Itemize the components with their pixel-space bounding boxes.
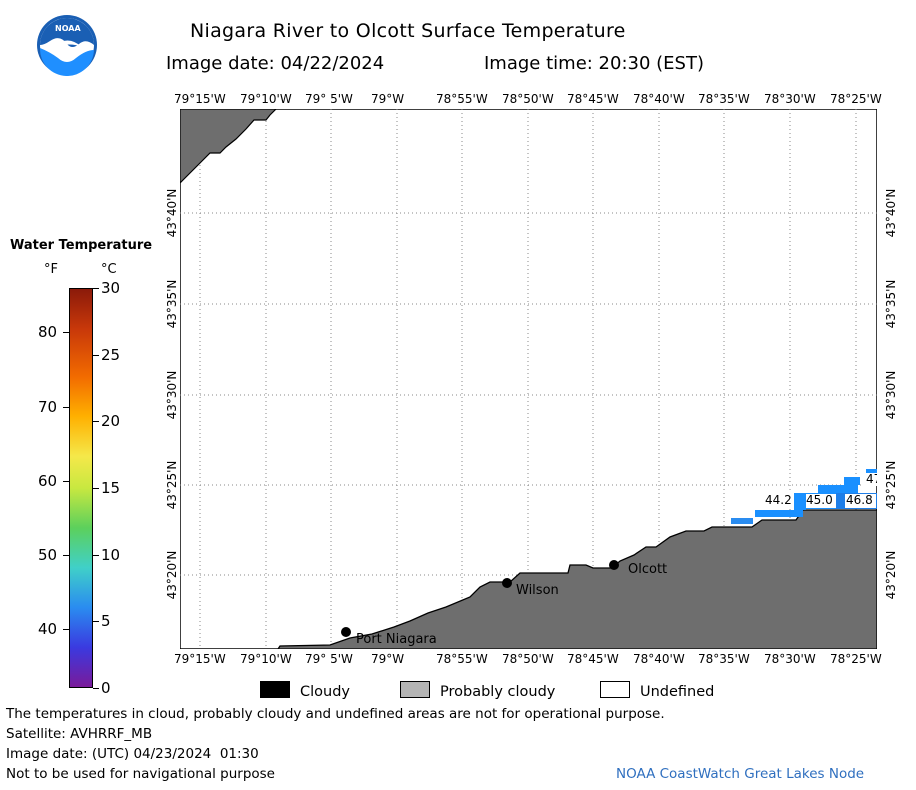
colorbar-title: Water Temperature (10, 238, 153, 253)
lon-tick-top: 78°25'W (830, 92, 882, 106)
lon-tick-bottom: 78°40'W (633, 652, 685, 666)
legend-swatch-undefined (600, 681, 630, 698)
lon-tick-top: 78°40'W (633, 92, 685, 106)
colorbar-unit-c: °C (101, 262, 117, 277)
place-label-wilson: Wilson (516, 583, 559, 598)
colorbar-f-tickmark (63, 406, 69, 408)
temp-label-1: 44.2 (765, 493, 792, 507)
lat-tick-left: 43°20'N (165, 550, 179, 600)
colorbar-c-label: 15 (101, 479, 121, 497)
colorbar-c-tickmark (93, 354, 99, 356)
footer-satellite: Satellite: AVHRRF_MB (6, 726, 153, 742)
lat-tick-right: 43°20'N (884, 550, 898, 600)
lon-tick-bottom: 79°10'W (240, 652, 292, 666)
legend-label-cloudy: Cloudy (300, 684, 350, 700)
legend-swatch-cloudy (260, 681, 290, 698)
footer-utc-date: Image date: (UTC) 04/23/2024 01:30 (6, 746, 259, 762)
land-us (277, 509, 877, 649)
lon-tick-bottom: 78°25'W (830, 652, 882, 666)
lon-tick-bottom: 79°W (371, 652, 405, 666)
image-date: Image date: 04/22/2024 (166, 53, 385, 74)
footer-credit: NOAA CoastWatch Great Lakes Node (616, 766, 865, 782)
image-time: Image time: 20:30 (EST) (484, 53, 704, 74)
lat-tick-left: 43°40'N (165, 188, 179, 238)
lon-tick-top: 79°W (371, 92, 405, 106)
colorbar (69, 288, 93, 688)
lon-tick-bottom: 78°55'W (436, 652, 488, 666)
map-panel: 44.2 45.0 46.8 47 Port Niagara Wilson Ol… (180, 109, 877, 649)
colorbar-unit-f: °F (44, 262, 58, 277)
lon-tick-bottom: 78°35'W (698, 652, 750, 666)
colorbar-c-tickmark (93, 421, 99, 423)
lat-tick-left: 43°30'N (165, 370, 179, 420)
colorbar-c-tickmark (93, 288, 99, 289)
temp-label-2: 45.0 (806, 493, 833, 507)
lon-tick-bottom: 79° 5'W (305, 652, 353, 666)
lon-tick-bottom: 78°50'W (502, 652, 554, 666)
place-marker-wilson (502, 578, 512, 588)
footer-nav-warning: Not to be used for navigational purpose (6, 766, 275, 782)
colorbar-c-label: 30 (101, 279, 121, 297)
lon-tick-top: 79°15'W (174, 92, 226, 106)
colorbar-f-tickmark (63, 628, 69, 630)
lon-tick-top: 78°45'W (567, 92, 619, 106)
footer-disclaimer: The temperatures in cloud, probably clou… (6, 706, 665, 722)
colorbar-c-label: 20 (101, 412, 121, 431)
colorbar-c-tickmark (93, 621, 99, 623)
legend-label-undefined: Undefined (640, 684, 715, 700)
colorbar-f-tickmark (63, 480, 69, 482)
colorbar-c-tickmark (93, 554, 99, 556)
lat-tick-right: 43°25'N (884, 460, 898, 510)
noaa-logo: NOAA (36, 14, 98, 76)
lon-tick-bottom: 79°15'W (174, 652, 226, 666)
temp-label-3: 46.8 (846, 493, 873, 507)
colorbar-c-label: 25 (101, 345, 121, 364)
colorbar-f-label: 70 (38, 397, 58, 416)
lon-tick-bottom: 78°30'W (764, 652, 816, 666)
lon-tick-top: 78°50'W (502, 92, 554, 106)
lat-tick-right: 43°40'N (884, 188, 898, 238)
land-canada (180, 109, 277, 184)
lon-tick-top: 79° 5'W (305, 92, 353, 106)
temp-label-4: 47 (866, 472, 877, 486)
colorbar-c-label: 5 (101, 612, 111, 631)
lon-tick-top: 78°55'W (436, 92, 488, 106)
colorbar-f-tickmark (63, 332, 69, 334)
lon-tick-top: 79°10'W (240, 92, 292, 106)
colorbar-f-tickmark (63, 554, 69, 556)
legend-label-probably-cloudy: Probably cloudy (440, 684, 556, 700)
map-canvas: 44.2 45.0 46.8 47 Port Niagara Wilson Ol… (180, 109, 877, 649)
lat-tick-left: 43°35'N (165, 279, 179, 329)
colorbar-f-label: 40 (38, 619, 58, 638)
lat-tick-right: 43°35'N (884, 279, 898, 329)
lon-tick-top: 78°35'W (698, 92, 750, 106)
page-title: Niagara River to Olcott Surface Temperat… (190, 20, 626, 42)
lat-tick-left: 43°25'N (165, 460, 179, 510)
logo-text: NOAA (55, 24, 81, 33)
lat-tick-right: 43°30'N (884, 370, 898, 420)
colorbar-f-label: 60 (38, 471, 58, 490)
place-label-olcott: Olcott (628, 562, 667, 577)
colorbar-c-label: 0 (101, 679, 111, 697)
place-label-port-niagara: Port Niagara (356, 632, 437, 647)
colorbar-c-tickmark (93, 688, 99, 689)
colorbar-c-tickmark (93, 488, 99, 489)
colorbar-f-label: 50 (38, 545, 58, 564)
place-marker-olcott (609, 560, 619, 570)
lon-tick-top: 78°30'W (764, 92, 816, 106)
legend-swatch-probably-cloudy (400, 681, 430, 698)
lon-tick-bottom: 78°45'W (567, 652, 619, 666)
colorbar-f-label: 80 (38, 323, 58, 342)
place-marker-port-niagara (341, 627, 351, 637)
colorbar-c-label: 10 (101, 545, 121, 564)
